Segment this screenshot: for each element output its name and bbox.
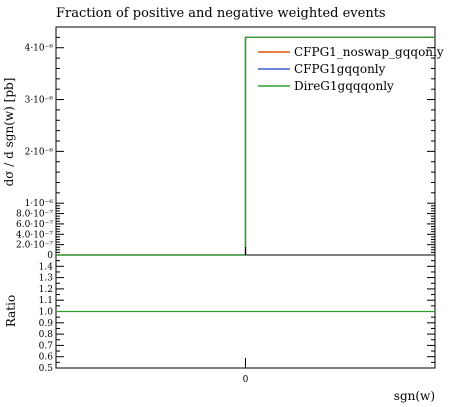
- ratio-y-tick-label: 1.0: [39, 308, 54, 318]
- x-ticks: 0: [243, 247, 249, 385]
- main-y-tick-label: 2·10⁻⁶: [25, 147, 54, 157]
- histogram-series-2: [56, 36, 435, 256]
- legend-label-2: DireG1gqqqonly: [294, 79, 394, 93]
- main-y-ticks: 02.0·10⁻⁷4.0·10⁻⁷6.0·10⁻⁷8.0·10⁻⁷1·10⁻⁶ 2…: [16, 26, 435, 261]
- x-axis-label: sgn(w): [394, 389, 435, 403]
- ratio-y-tick-label: 1.3: [39, 274, 54, 284]
- main-y-tick-label: 4·10⁻⁶: [25, 44, 54, 54]
- legend-label-0: CFPG1_noswap_gqqonly: [294, 45, 444, 59]
- ratio-y-tick-label: 0.6: [39, 353, 54, 363]
- main-y-tick-label: 6.0·10⁻⁷: [16, 220, 53, 230]
- main-y-tick-label: 0: [47, 251, 53, 261]
- legend-label-1: CFPG1gqqonly: [294, 62, 386, 76]
- ratio-y-ticks: 0.50.6 0.70.80.91.0 1.11.21.3 1.4: [39, 260, 435, 374]
- ratio-y-tick-label: 1.1: [39, 296, 53, 306]
- main-y-tick-label: 3·10⁻⁶: [25, 96, 54, 106]
- legend: CFPG1_noswap_gqqonly CFPG1gqqonly DireG1gq…: [258, 45, 444, 93]
- ratio-y-tick-label: 0.5: [39, 364, 54, 374]
- main-y-tick-label: 8.0·10⁻⁷: [16, 210, 53, 220]
- ratio-y-tick-label: 1.4: [39, 262, 54, 272]
- main-y-tick-label: 1·10⁻⁶: [25, 199, 54, 209]
- chart-title: Fraction of positive and negative weight…: [56, 6, 386, 21]
- main-y-tick-label: 2.0·10⁻⁷: [16, 241, 53, 251]
- ratio-y-tick-label: 0.7: [39, 341, 54, 351]
- main-y-tick-label: 4.0·10⁻⁷: [16, 230, 53, 240]
- ratio-y-tick-label: 1.2: [39, 285, 53, 295]
- y-axis-label-main: dσ / d sgn(w) [pb]: [2, 78, 16, 187]
- ratio-y-tick-label: 0.9: [39, 319, 54, 329]
- main-series-group: [56, 36, 435, 256]
- x-tick-label: 0: [243, 375, 249, 385]
- y-axis-label-ratio: Ratio: [4, 295, 18, 327]
- ratio-y-tick-label: 0.8: [39, 330, 54, 340]
